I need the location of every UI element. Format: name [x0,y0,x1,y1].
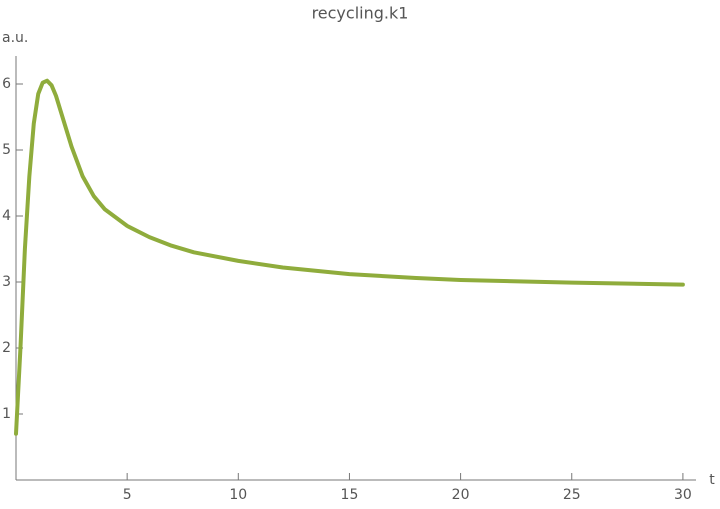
x-tick-label: 20 [452,487,470,503]
chart-title: recycling.k1 [312,4,409,23]
x-tick-label: 15 [341,487,359,503]
y-tick-label: 6 [2,76,11,92]
x-tick-label: 30 [674,487,692,503]
x-axis-label: t [709,472,715,488]
x-tick-label: 10 [229,487,247,503]
y-tick-label: 3 [2,274,11,290]
y-tick-label: 5 [2,142,11,158]
y-axis-label: a.u. [2,30,28,46]
x-tick-label: 25 [563,487,581,503]
y-tick-label: 4 [2,208,11,224]
y-tick-label: 1 [2,406,11,422]
y-tick-label: 2 [2,340,11,356]
x-tick-label: 5 [123,487,132,503]
line-series [14,78,685,436]
